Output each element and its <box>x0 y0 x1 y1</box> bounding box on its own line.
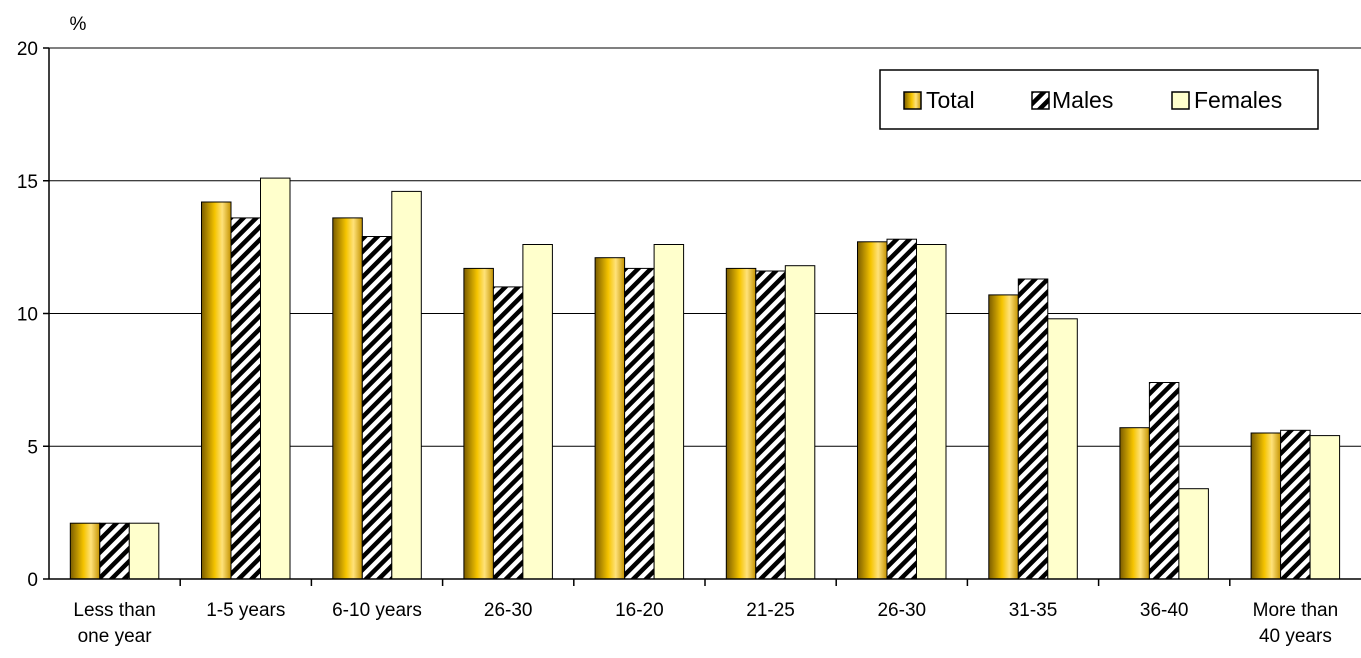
bar-males <box>492 286 524 580</box>
x-category-label: 36-40 <box>1140 600 1189 621</box>
bar-females <box>784 265 816 580</box>
x-category-label: 1-5 years <box>206 600 285 621</box>
bar-females <box>128 522 160 580</box>
legend-swatch-males <box>1031 91 1050 110</box>
bar-males <box>1148 382 1180 580</box>
bar-females <box>522 244 553 580</box>
y-tick-label: 10 <box>17 305 38 326</box>
legend-label-total: Total <box>926 87 975 113</box>
bars <box>69 177 1341 580</box>
bar-total <box>463 267 494 580</box>
legend: Total Males Females <box>879 69 1319 130</box>
bar-males <box>230 217 261 580</box>
bar-total <box>69 522 101 580</box>
bar-males <box>624 267 655 580</box>
bar-males <box>755 270 786 580</box>
x-category-label: 26-30 <box>484 600 533 621</box>
bar-females <box>653 244 685 580</box>
bar-total <box>988 294 1019 580</box>
legend-label-males: Males <box>1052 87 1113 113</box>
bar-females <box>1178 488 1209 580</box>
legend-swatch-total <box>903 91 922 110</box>
bar-total <box>594 257 626 580</box>
legend-swatch-females <box>1171 91 1190 110</box>
bar-total <box>1250 432 1282 580</box>
x-category-label: 31-35 <box>1009 600 1058 621</box>
bar-total <box>332 217 363 580</box>
x-category-label: 21-25 <box>746 600 795 621</box>
x-category-label: 6-10 years <box>332 600 422 621</box>
axes <box>43 47 1361 586</box>
bar-males <box>886 238 917 580</box>
x-category-label: Less than one year <box>73 600 155 647</box>
y-axis-unit-label: % <box>70 14 87 35</box>
bar-total <box>201 201 232 580</box>
bar-males <box>361 236 393 580</box>
y-tick-label: 15 <box>17 172 38 193</box>
bar-females <box>260 177 291 580</box>
legend-label-females: Females <box>1194 87 1282 113</box>
bar-males <box>1017 278 1049 580</box>
bar-females <box>391 190 422 580</box>
x-category-labels: Less than one year 1-5 years 6-10 years 26-3… <box>73 600 1338 647</box>
bar-total <box>857 241 888 580</box>
bar-males <box>1280 429 1311 580</box>
bar-total <box>1119 427 1150 580</box>
y-tick-labels: 0 5 10 15 20 <box>17 39 38 591</box>
x-category-label: 16-20 <box>615 600 664 621</box>
y-tick-label: 5 <box>27 437 38 458</box>
bar-females <box>1047 318 1078 580</box>
bar-total <box>725 267 757 580</box>
y-tick-label: 0 <box>27 570 38 591</box>
x-category-label: More than 40 years <box>1253 600 1339 647</box>
bar-females <box>916 244 947 580</box>
legend-box <box>879 69 1319 130</box>
x-category-label: 26-30 <box>877 600 926 621</box>
y-tick-label: 20 <box>17 39 38 60</box>
bar-females <box>1309 435 1341 580</box>
bar-males <box>99 522 130 580</box>
